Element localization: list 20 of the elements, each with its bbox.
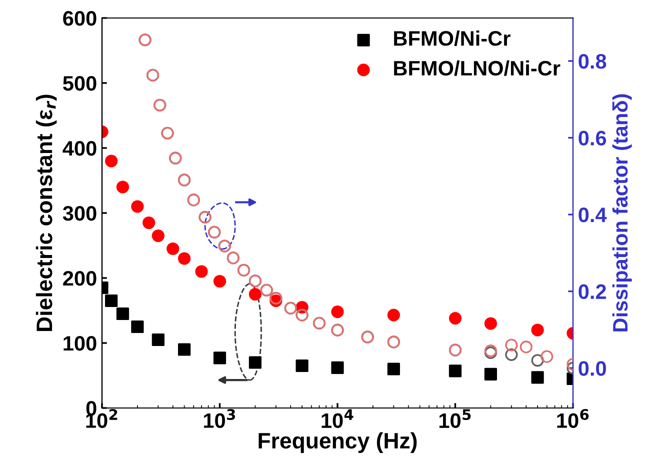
legend-label: BFMO/Ni-Cr [394, 30, 510, 46]
y-tick-label: 200 [63, 271, 96, 286]
y-tick-label: 300 [62, 206, 96, 221]
y2-tick-label: 0.6 [578, 130, 606, 146]
y-tick-label: 100 [64, 336, 96, 351]
x-axis-title: Frequency (Hz) [258, 432, 417, 453]
y2-tick-label: 0.2 [578, 284, 606, 300]
y2-tick-label: 0.4 [578, 208, 607, 222]
x-tick-label: 10$^{4}$ [322, 409, 354, 428]
y2-tick-label: 0.8 [578, 54, 606, 69]
y2-axis-title: Dissipation factor (tanδ) [612, 94, 632, 332]
y-axis-title: Dielectric constant (ε$_{r}$) [36, 94, 57, 331]
y-tick-label: 500 [63, 76, 96, 91]
x-tick-label: 10$^{5}$ [439, 409, 471, 428]
x-tick-label: 10$^{3}$ [204, 409, 236, 428]
legend-label: BFMO/LNO/Ni-Cr [394, 60, 560, 76]
y2-tick-label: 0.0 [578, 361, 606, 376]
y-tick-label: 400 [62, 141, 96, 156]
y-tick-label: 600 [63, 11, 96, 26]
x-tick-label: 10$^{6}$ [557, 409, 589, 428]
